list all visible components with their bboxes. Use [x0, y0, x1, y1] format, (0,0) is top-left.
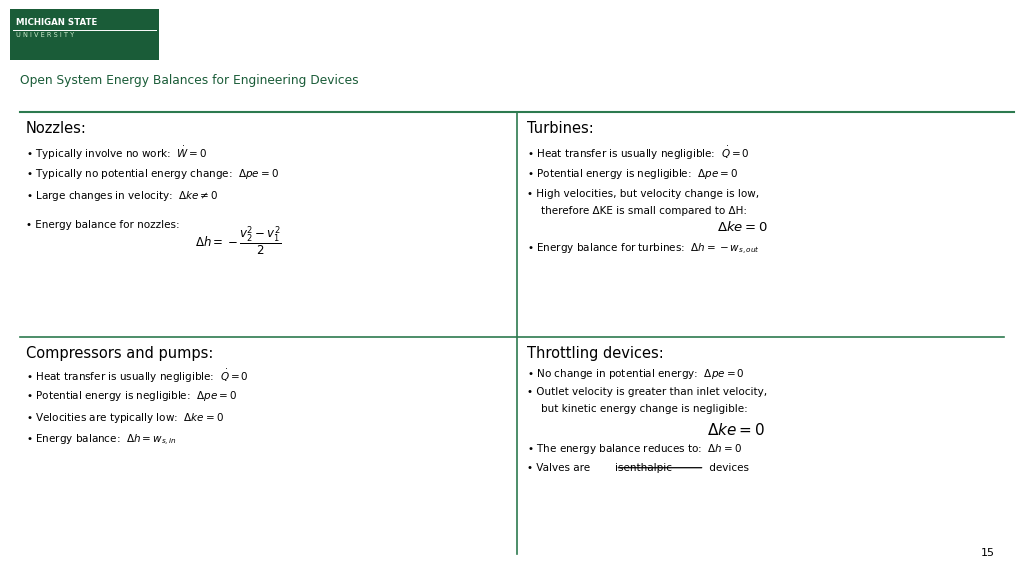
- Text: U N I V E R S I T Y: U N I V E R S I T Y: [16, 32, 75, 38]
- Text: • Heat transfer is usually negligible:  $\dot{Q}=0$: • Heat transfer is usually negligible: $…: [26, 367, 249, 385]
- Text: • Velocities are typically low:  $\Delta ke=0$: • Velocities are typically low: $\Delta …: [26, 411, 223, 425]
- Text: $\Delta h = -\dfrac{v_2^2 - v_1^2}{2}$: $\Delta h = -\dfrac{v_2^2 - v_1^2}{2}$: [195, 225, 282, 257]
- Text: • Typically no potential energy change:  $\Delta pe=0$: • Typically no potential energy change: …: [26, 167, 279, 181]
- Text: • Typically involve no work:  $\dot{W}=0$: • Typically involve no work: $\dot{W}=0$: [26, 145, 207, 162]
- Text: but kinetic energy change is negligible:: but kinetic energy change is negligible:: [541, 404, 748, 414]
- Text: devices: devices: [706, 463, 749, 473]
- Text: • Potential energy is negligible:  $\Delta pe=0$: • Potential energy is negligible: $\Delt…: [26, 389, 237, 403]
- Text: Turbines:: Turbines:: [527, 121, 594, 136]
- Text: $\Delta ke=0$: $\Delta ke=0$: [717, 220, 767, 234]
- Text: 15: 15: [981, 548, 995, 558]
- Text: • Energy balance for turbines:  $\Delta h = -w_{s,out}$: • Energy balance for turbines: $\Delta h…: [527, 242, 761, 257]
- Text: • Heat transfer is usually negligible:  $\dot{Q}=0$: • Heat transfer is usually negligible: $…: [527, 145, 751, 162]
- Text: isenthalpic: isenthalpic: [615, 463, 673, 473]
- Text: Nozzles:: Nozzles:: [26, 121, 86, 136]
- Text: • High velocities, but velocity change is low,: • High velocities, but velocity change i…: [527, 189, 760, 199]
- FancyBboxPatch shape: [10, 9, 159, 60]
- Text: • The energy balance reduces to:  $\Delta h=0$: • The energy balance reduces to: $\Delta…: [527, 442, 742, 456]
- Text: • No change in potential energy:  $\Delta pe=0$: • No change in potential energy: $\Delta…: [527, 367, 744, 381]
- Text: Open System Energy Balances for Engineering Devices: Open System Energy Balances for Engineer…: [20, 74, 359, 87]
- Text: • Large changes in velocity:  $\Delta ke\neq 0$: • Large changes in velocity: $\Delta ke\…: [26, 189, 218, 203]
- Text: Throttling devices:: Throttling devices:: [527, 346, 665, 361]
- Text: $\Delta ke=0$: $\Delta ke=0$: [707, 422, 765, 438]
- Text: therefore ΔKE is small compared to ΔH:: therefore ΔKE is small compared to ΔH:: [541, 206, 746, 215]
- Text: • Valves are: • Valves are: [527, 463, 594, 473]
- Text: Compressors and pumps:: Compressors and pumps:: [26, 346, 213, 361]
- Text: • Outlet velocity is greater than inlet velocity,: • Outlet velocity is greater than inlet …: [527, 387, 767, 397]
- Text: • Energy balance:  $\Delta h = w_{s,in}$: • Energy balance: $\Delta h = w_{s,in}$: [26, 433, 176, 448]
- Text: MICHIGAN STATE: MICHIGAN STATE: [16, 18, 97, 28]
- Text: • Energy balance for nozzles:: • Energy balance for nozzles:: [26, 220, 179, 230]
- Text: • Potential energy is negligible:  $\Delta pe=0$: • Potential energy is negligible: $\Delt…: [527, 167, 738, 181]
